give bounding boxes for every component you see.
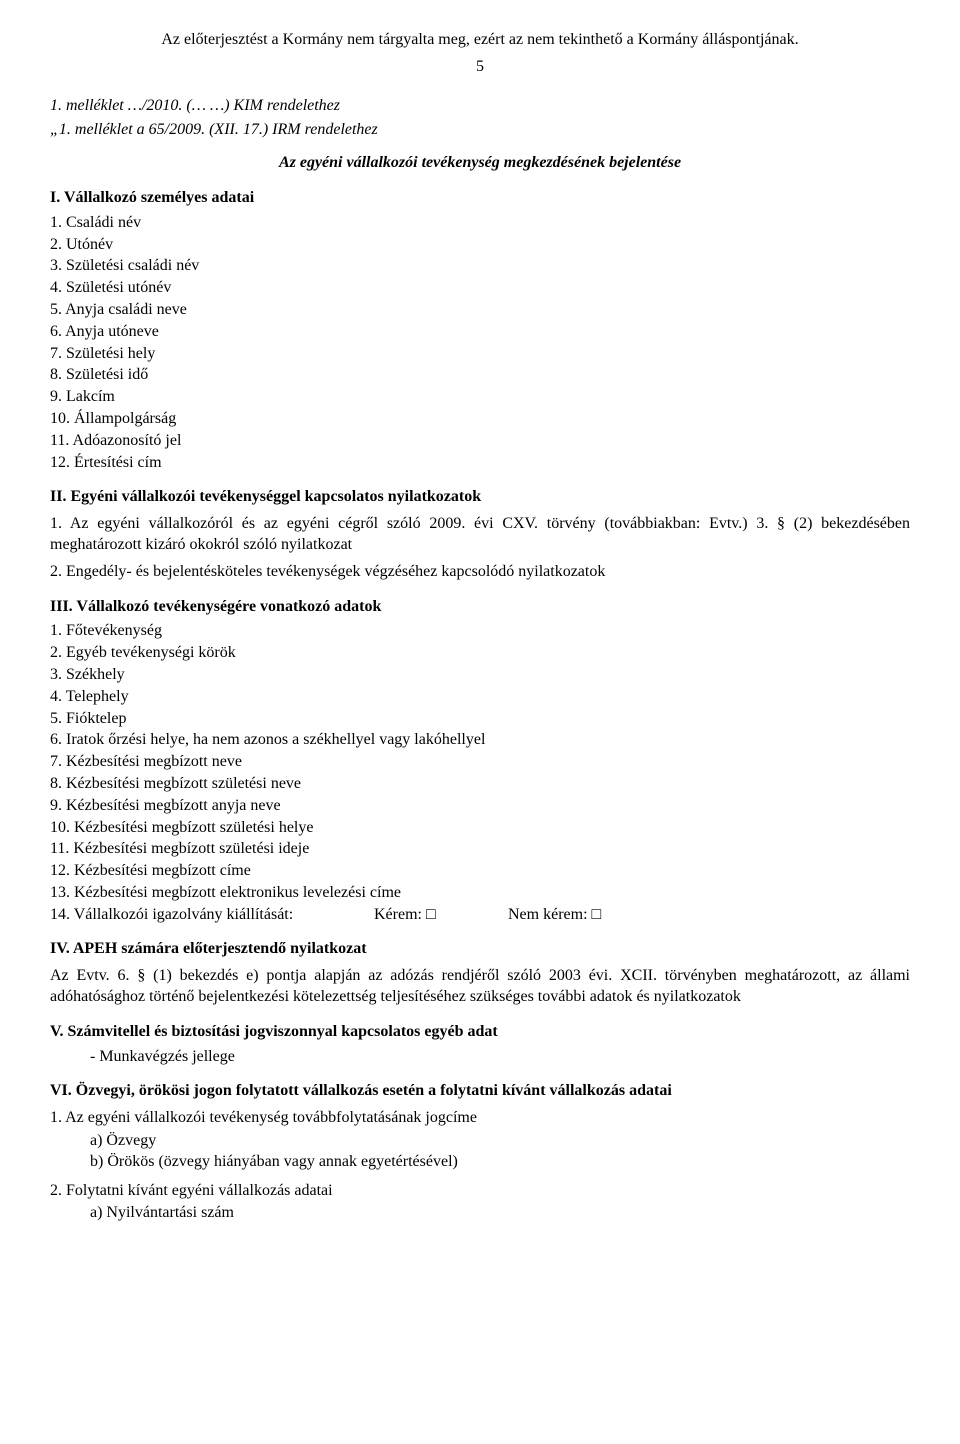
list-item: 12. Kézbesítési megbízott címe <box>50 861 910 882</box>
list-item: 10. Állampolgárság <box>50 409 910 430</box>
section-3-list: 1. Főtevékenység 2. Egyéb tevékenységi k… <box>50 621 910 925</box>
list-item: 2. Egyéb tevékenységi körök <box>50 643 910 664</box>
section-6-sub-a: a) Özvegy <box>90 1131 910 1152</box>
row14-opt-decline: Nem kérem: □ <box>508 906 601 923</box>
section-5-bullet: - Munkavégzés jellege <box>90 1047 910 1068</box>
list-item: 3. Születési családi név <box>50 256 910 277</box>
list-item: 1. Főtevékenység <box>50 621 910 642</box>
list-item: 9. Kézbesítési megbízott anyja neve <box>50 796 910 817</box>
section-6-head: VI. Özvegyi, örökösi jogon folytatott vá… <box>50 1081 910 1102</box>
header-disclaimer: Az előterjesztést a Kormány nem tárgyalt… <box>50 30 910 51</box>
section-6-sub-b: b) Örökös (özvegy hiányában vagy annak e… <box>90 1152 910 1173</box>
section-4-head: IV. APEH számára előterjesztendő nyilatk… <box>50 939 910 960</box>
list-item: 6. Anyja utóneve <box>50 322 910 343</box>
list-item: 7. Születési hely <box>50 344 910 365</box>
list-item: 11. Kézbesítési megbízott születési idej… <box>50 839 910 860</box>
section-2-head: II. Egyéni vállalkozói tevékenységgel ka… <box>50 487 910 508</box>
row14-opt-request: Kérem: □ <box>374 905 504 926</box>
attachment-ref-2: „1. melléklet a 65/2009. (XII. 17.) IRM … <box>50 120 910 141</box>
list-item: 10. Kézbesítési megbízott születési hely… <box>50 818 910 839</box>
list-item: 11. Adóazonosító jel <box>50 431 910 452</box>
list-item: 1. Családi név <box>50 213 910 234</box>
list-item: 4. Születési utónév <box>50 278 910 299</box>
section-6-p2: 2. Folytatni kívánt egyéni vállalkozás a… <box>50 1181 910 1202</box>
section-1-list: 1. Családi név 2. Utónév 3. Születési cs… <box>50 213 910 474</box>
list-item: 6. Iratok őrzési helye, ha nem azonos a … <box>50 730 910 751</box>
list-item: 3. Székhely <box>50 665 910 686</box>
section-2-p2: 2. Engedély- és bejelentésköteles tevéke… <box>50 562 910 583</box>
page-number: 5 <box>50 57 910 78</box>
list-item: 4. Telephely <box>50 687 910 708</box>
section-1-head: I. Vállalkozó személyes adatai <box>50 188 910 209</box>
list-item: 8. Kézbesítési megbízott születési neve <box>50 774 910 795</box>
list-item: 2. Utónév <box>50 235 910 256</box>
section-6-p1: 1. Az egyéni vállalkozói tevékenység tov… <box>50 1108 910 1129</box>
list-item: 13. Kézbesítési megbízott elektronikus l… <box>50 883 910 904</box>
section-4-p: Az Evtv. 6. § (1) bekezdés e) pontja ala… <box>50 966 910 1008</box>
list-item: 5. Anyja családi neve <box>50 300 910 321</box>
list-item: 8. Születési idő <box>50 365 910 386</box>
list-item: 9. Lakcím <box>50 387 910 408</box>
section-3-head: III. Vállalkozó tevékenységére vonatkozó… <box>50 597 910 618</box>
section-6-sub2-a: a) Nyilvántartási szám <box>90 1203 910 1224</box>
list-item-14: 14. Vállalkozói igazolvány kiállítását: … <box>50 905 910 926</box>
list-item: 12. Értesítési cím <box>50 453 910 474</box>
document-title: Az egyéni vállalkozói tevékenység megkez… <box>50 153 910 174</box>
row14-label: 14. Vállalkozói igazolvány kiállítását: <box>50 905 370 926</box>
list-item: 7. Kézbesítési megbízott neve <box>50 752 910 773</box>
section-5-head: V. Számvitellel és biztosítási jogviszon… <box>50 1022 910 1043</box>
list-item: 5. Fióktelep <box>50 709 910 730</box>
attachment-ref-1: 1. melléklet …/2010. (… …) KIM rendeleth… <box>50 96 910 117</box>
section-2-p1: 1. Az egyéni vállalkozóról és az egyéni … <box>50 514 910 556</box>
